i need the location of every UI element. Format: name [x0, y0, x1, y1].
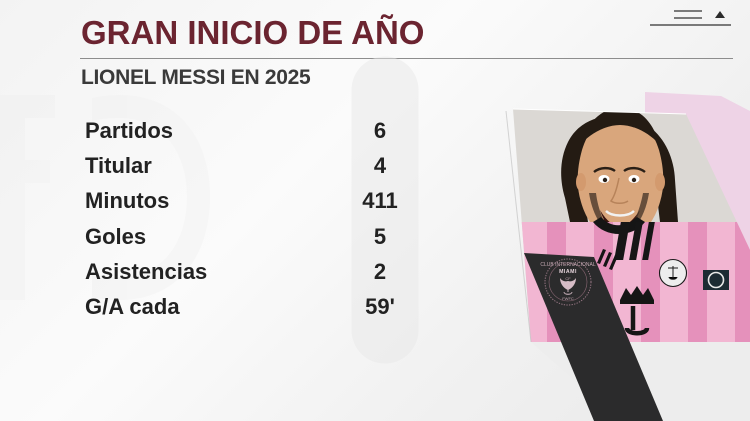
svg-text:CF: CF: [565, 276, 571, 281]
svg-text:MIAMI: MIAMI: [559, 269, 577, 275]
svg-text:FWFC: FWFC: [562, 296, 574, 301]
svg-text:CLUB INTERNACIONAL: CLUB INTERNACIONAL: [540, 262, 596, 268]
